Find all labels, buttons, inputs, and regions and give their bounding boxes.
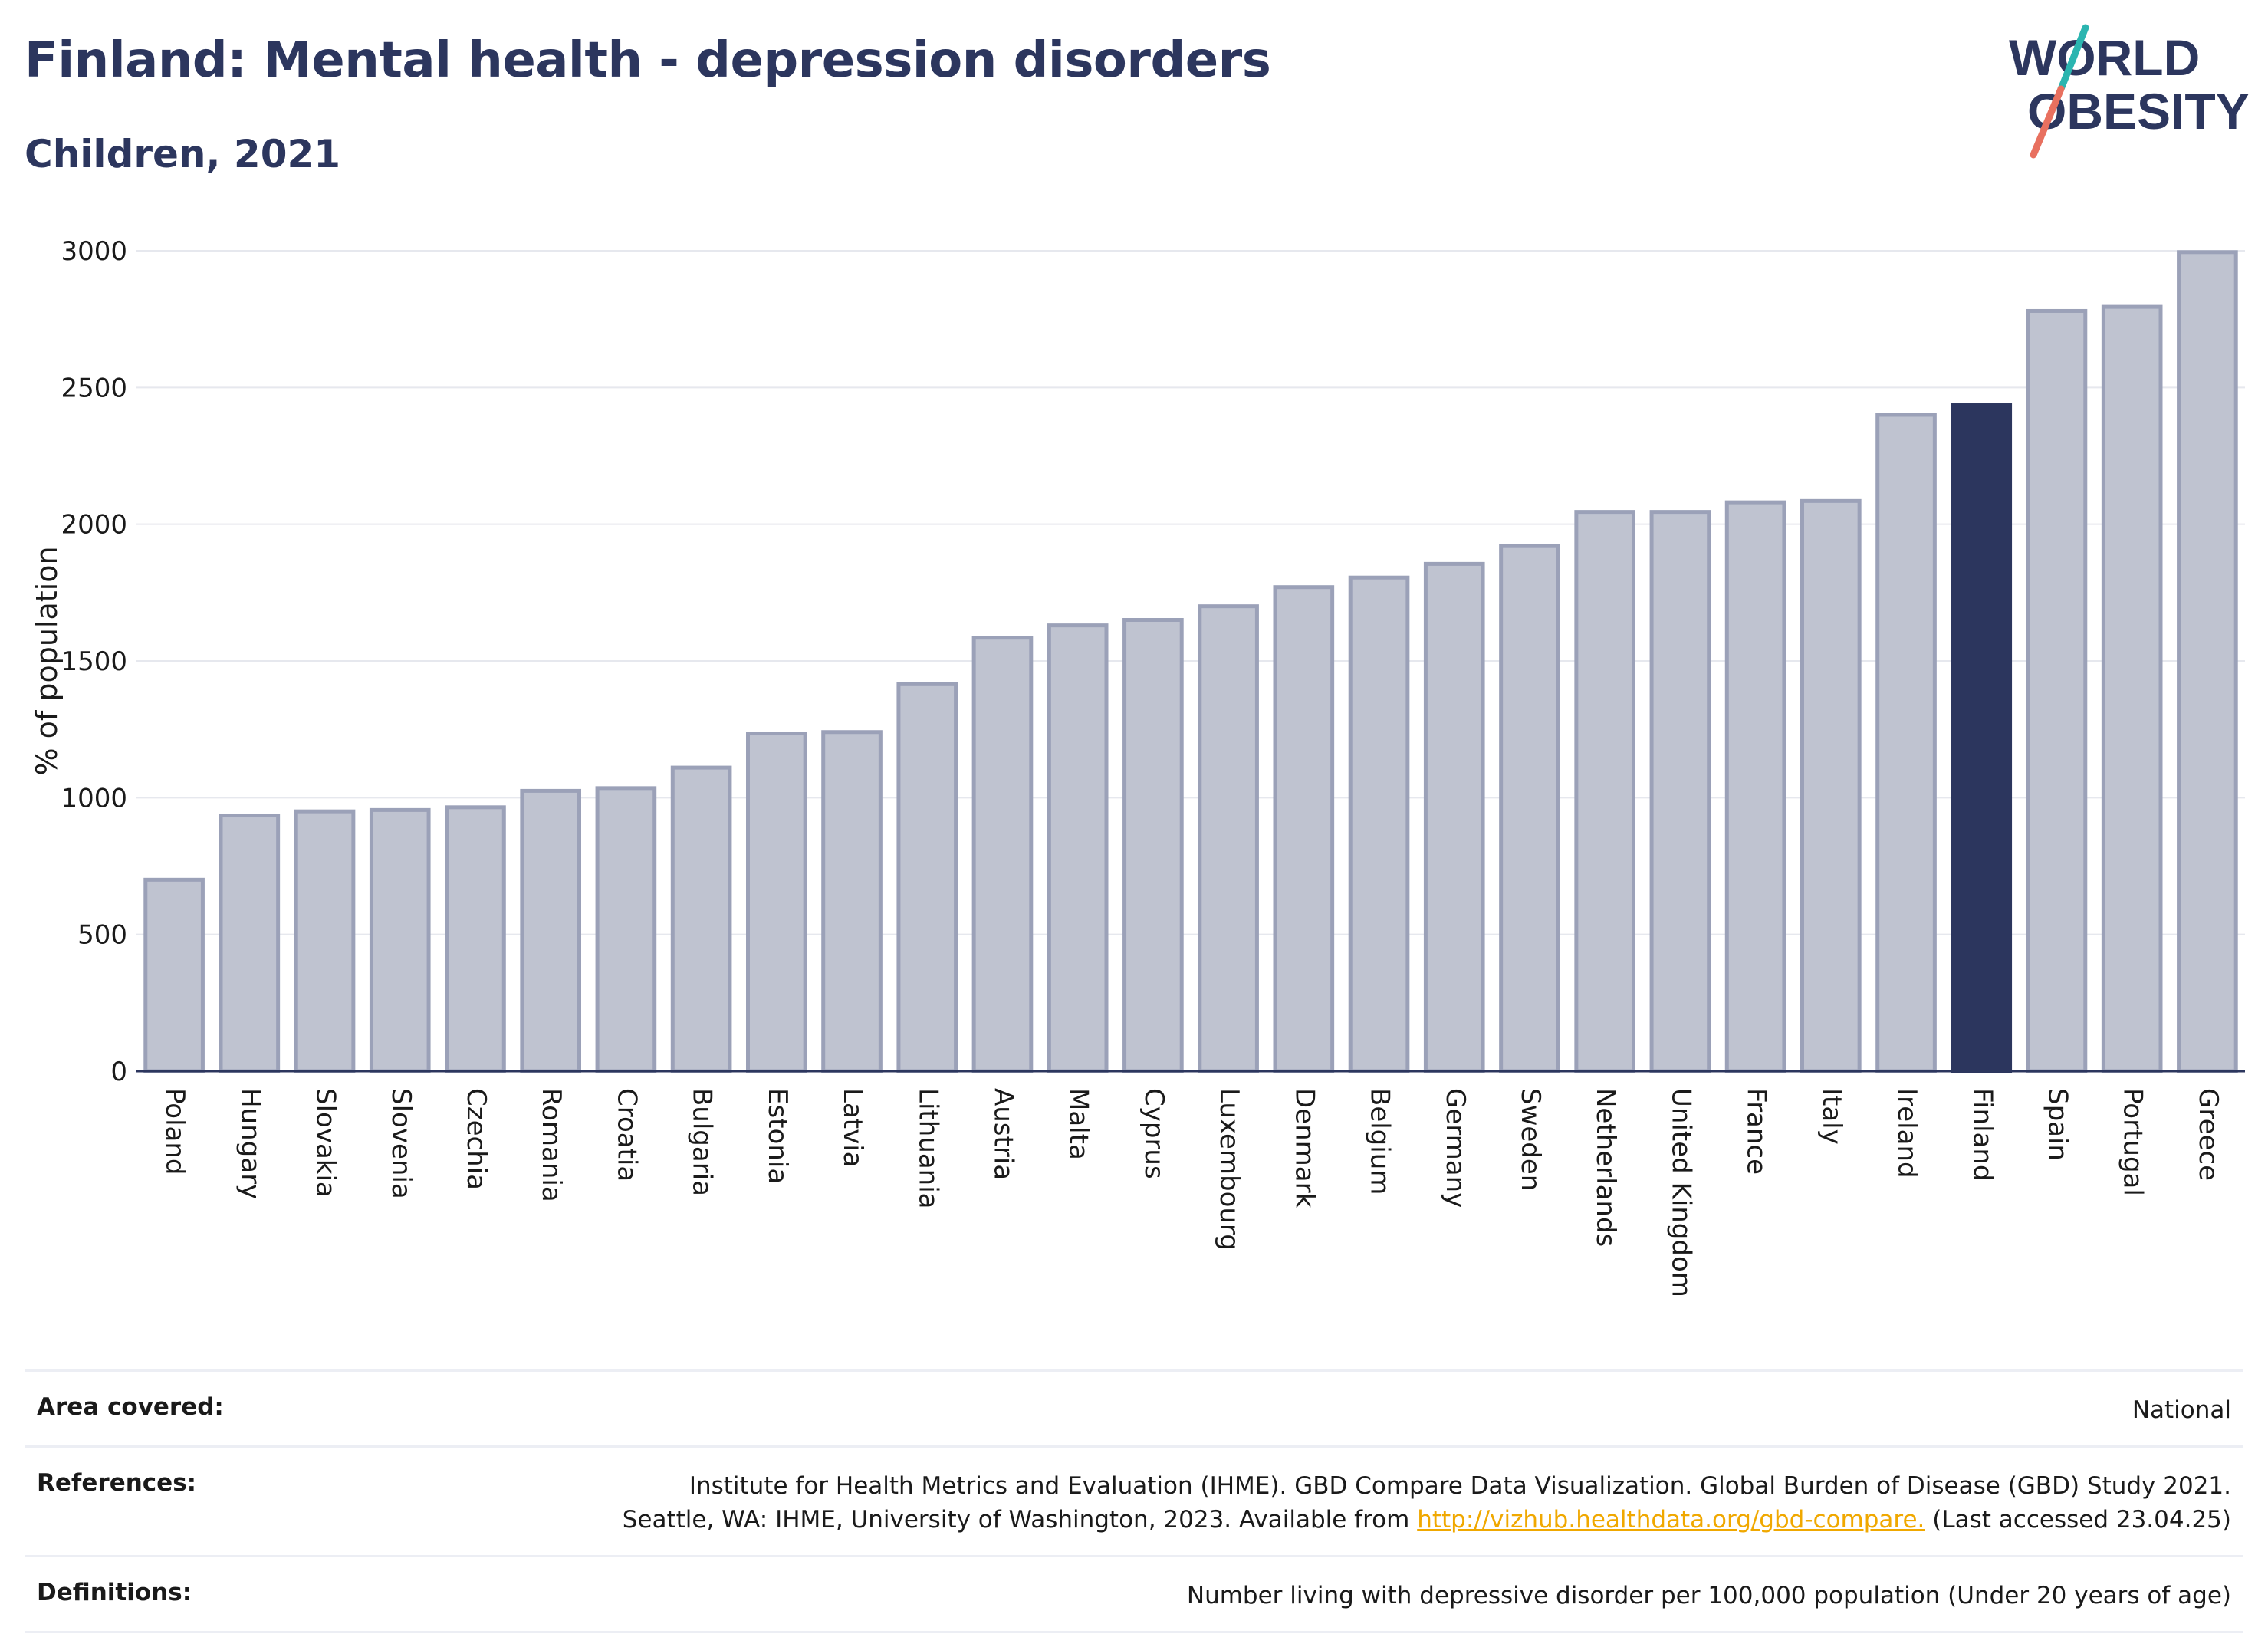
x-tick-label: Belgium (1365, 1088, 1395, 1195)
y-tick-label: 2500 (61, 373, 127, 403)
bar-hungary (219, 814, 281, 1073)
references-link[interactable]: http://vizhub.healthdata.org/gbd-compare… (1417, 1506, 1925, 1534)
bar-netherlands (1574, 510, 1636, 1073)
bar-sweden (1499, 544, 1560, 1073)
bar-estonia (746, 732, 807, 1073)
x-tick-label: Hungary (235, 1088, 265, 1199)
x-tick-label: Estonia (762, 1088, 793, 1184)
bar-poland (143, 877, 205, 1073)
y-tick-label: 1500 (61, 646, 127, 677)
bar-denmark (1273, 585, 1335, 1073)
x-tick-label: Netherlands (1590, 1088, 1621, 1247)
x-tick-label: Slovakia (311, 1088, 341, 1198)
chart-title: Finland: Mental health - depression diso… (25, 32, 1271, 89)
references-line-2-text: Seattle, WA: IHME, University of Washing… (622, 1506, 1410, 1534)
x-tick-label: Portugal (2118, 1088, 2148, 1196)
y-tick-label: 1000 (61, 783, 127, 814)
bar-malta (1047, 623, 1109, 1073)
bar-cyprus (1122, 618, 1184, 1073)
x-tick-label: Latvia (837, 1088, 868, 1168)
bar-chart: 0 500 1000 1500 2000 2500 3000 Poland Hungary Sl… (30, 236, 2245, 1297)
bar-greece (2177, 250, 2238, 1073)
logo-slash-teal (2057, 24, 2089, 93)
references-value: Institute for Health Metrics and Evaluat… (623, 1469, 2231, 1537)
x-tick-label: Austria (988, 1088, 1018, 1180)
x-tick-label: Germany (1440, 1088, 1471, 1208)
definitions-row: Definitions: Number living with depressi… (25, 1555, 2243, 1633)
bar-united-kingdom (1649, 510, 1711, 1073)
logo-text-world: WORLD (2009, 29, 2200, 86)
y-axis-title: % of population (30, 546, 64, 775)
y-tick-label: 0 (110, 1057, 127, 1087)
x-tick-label: Cyprus (1139, 1088, 1169, 1179)
definitions-value: Number living with depressive disorder p… (1186, 1582, 2231, 1609)
world-obesity-logo: WORLD OBESITY (2009, 24, 2250, 159)
x-axis-ticks: Poland Hungary Slovakia Slovenia Czechia Roma… (159, 1088, 2224, 1297)
bar-finland (1951, 403, 2013, 1073)
y-tick-label: 3000 (61, 236, 127, 267)
bar-latvia (821, 730, 883, 1073)
x-tick-label: Ireland (1892, 1088, 1922, 1179)
bar-spain (2026, 308, 2088, 1073)
area-covered-label: Area covered: (37, 1393, 224, 1421)
x-tick-label: Poland (159, 1088, 190, 1175)
logo-text-obesity: OBESITY (2027, 83, 2250, 140)
bar-bulgaria (670, 765, 732, 1073)
x-tick-label: Denmark (1289, 1088, 1320, 1208)
bar-austria (971, 636, 1034, 1073)
bar-germany (1423, 561, 1485, 1073)
y-tick-label: 500 (77, 920, 127, 951)
x-tick-label: Bulgaria (687, 1088, 718, 1196)
x-tick-label: Lithuania (912, 1088, 943, 1208)
bar-italy (1800, 498, 1862, 1073)
bar-czechia (445, 805, 506, 1073)
bar-portugal (2101, 304, 2163, 1073)
x-tick-label: Sweden (1515, 1088, 1546, 1191)
x-tick-label: Croatia (611, 1088, 642, 1182)
x-tick-label: Czechia (461, 1088, 491, 1190)
x-tick-label: Slovenia (386, 1088, 416, 1199)
bar-croatia (595, 786, 657, 1073)
bar-romania (520, 788, 581, 1073)
bar-slovenia (369, 807, 431, 1073)
bar-belgium (1348, 575, 1410, 1073)
x-tick-label: Luxembourg (1214, 1088, 1244, 1251)
area-covered-row: Area covered: National (25, 1369, 2243, 1445)
x-tick-label: Romania (536, 1088, 567, 1202)
x-tick-label: United Kingdom (1665, 1088, 1696, 1297)
x-tick-label: Spain (2042, 1088, 2072, 1161)
references-accessed: (Last accessed 23.04.25) (1932, 1506, 2231, 1534)
y-tick-label: 2000 (61, 510, 127, 541)
references-line-1: Institute for Health Metrics and Evaluat… (689, 1472, 2231, 1500)
x-tick-label: Malta (1063, 1088, 1094, 1160)
bar-slovakia (294, 809, 356, 1073)
bar-lithuania (896, 682, 958, 1073)
x-tick-label: Finland (1967, 1088, 1997, 1182)
references-label: References: (37, 1469, 197, 1497)
x-tick-label: France (1741, 1088, 1772, 1175)
references-line-2: Seattle, WA: IHME, University of Washing… (623, 1503, 2231, 1537)
bar-luxembourg (1198, 604, 1259, 1073)
bar-france (1724, 500, 1786, 1073)
definitions-label: Definitions: (37, 1579, 192, 1606)
y-axis-ticks: 0 500 1000 1500 2000 2500 3000 (61, 236, 127, 1087)
logo-slash-coral (2030, 85, 2065, 159)
info-table: Area covered: National References: Insti… (25, 1369, 2243, 1633)
references-row: References: Institute for Health Metrics… (25, 1445, 2243, 1555)
bar-ireland (1875, 413, 1937, 1073)
x-tick-label: Italy (1816, 1088, 1847, 1145)
x-tick-label: Greece (2193, 1088, 2224, 1181)
chart-subtitle: Children, 2021 (25, 132, 341, 176)
area-covered-value: National (2132, 1396, 2231, 1424)
